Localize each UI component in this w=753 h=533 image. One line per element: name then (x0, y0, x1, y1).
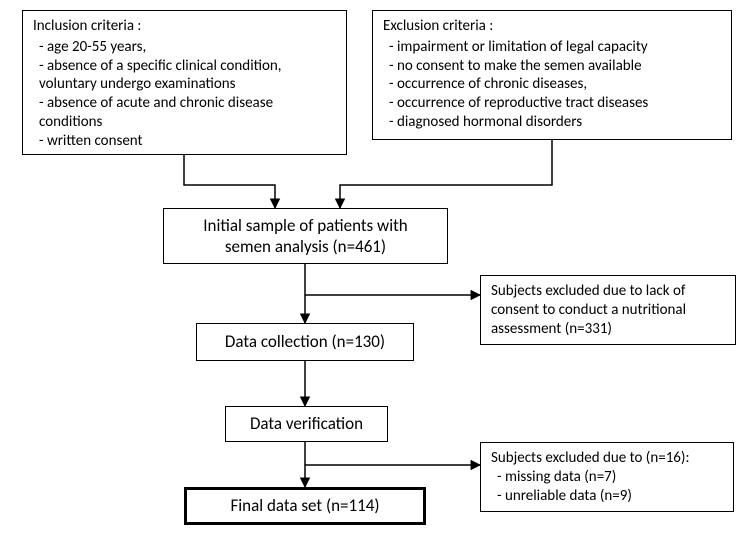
data-collection-box: Data collection (n=130) (196, 323, 414, 361)
exclusion-item: occurrence of chronic diseases, (389, 75, 721, 94)
exclusion-note-2-title: Subjects excluded due to (n=16): (491, 449, 723, 468)
inclusion-box: Inclusion criteria : age 20-55 years, ab… (22, 10, 347, 155)
inclusion-item: absence of a specific clinical condition… (39, 57, 336, 95)
inclusion-item: written consent (39, 132, 336, 151)
flowchart-canvas: Inclusion criteria : age 20-55 years, ab… (0, 0, 753, 533)
exclusion-item: occurrence of reproductive tract disease… (389, 94, 721, 113)
initial-line1: Initial sample of patients with (203, 215, 407, 236)
initial-line2: semen analysis (n=461) (225, 236, 386, 257)
inclusion-title: Inclusion criteria : (33, 17, 336, 36)
data-collection-text: Data collection (n=130) (225, 331, 385, 352)
inclusion-item: absence of acute and chronic disease con… (39, 94, 336, 132)
data-verification-box: Data verification (225, 406, 388, 442)
exclusion-item: impairment or limitation of legal capaci… (389, 38, 721, 57)
exclusion-item: no consent to make the semen available (389, 57, 721, 76)
exclusion-box: Exclusion criteria : impairment or limit… (372, 10, 732, 140)
inclusion-item: age 20-55 years, (39, 38, 336, 57)
exclusion-title: Exclusion criteria : (383, 17, 721, 36)
data-verification-text: Data verification (250, 413, 363, 434)
exclusion-note-2: Subjects excluded due to (n=16): missing… (480, 442, 734, 512)
final-data-set-box: Final data set (n=114) (184, 487, 426, 525)
exclusion-note-1-text: Subjects excluded due to lack of consent… (491, 282, 686, 338)
exclusion-items: impairment or limitation of legal capaci… (383, 38, 721, 132)
inclusion-items: age 20-55 years, absence of a specific c… (33, 38, 336, 151)
initial-sample-box: Initial sample of patients with semen an… (163, 208, 448, 264)
final-data-set-text: Final data set (n=114) (230, 495, 379, 516)
exclusion-note-2-item: missing data (n=7) (497, 468, 723, 487)
exclusion-item: diagnosed hormonal disorders (389, 113, 721, 132)
exclusion-note-2-item: unreliable data (n=9) (497, 487, 723, 506)
exclusion-note-1: Subjects excluded due to lack of consent… (480, 275, 736, 345)
